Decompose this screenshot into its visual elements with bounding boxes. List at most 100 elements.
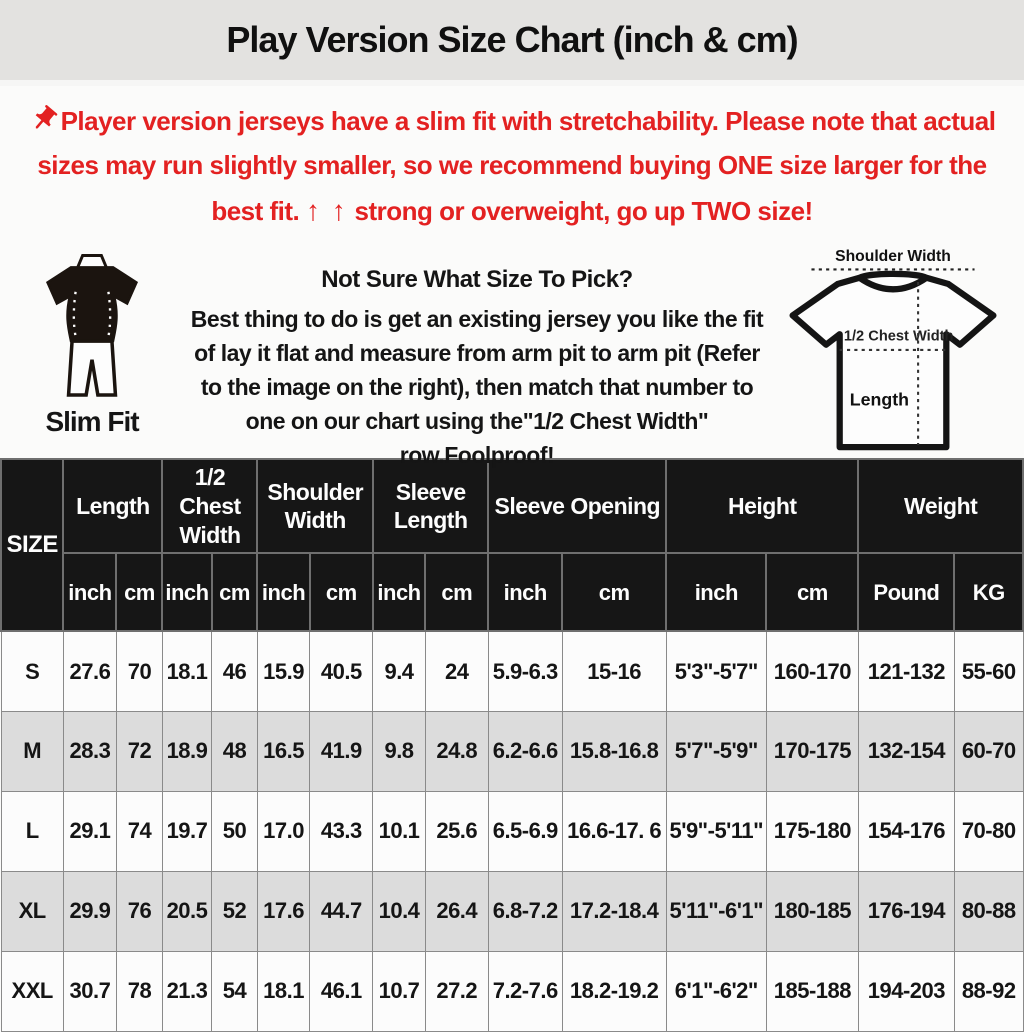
table-cell: 16.5 [256,710,311,792]
tshirt-diagram-icon: Shoulder Width 1/2 Chest Width Length [789,248,997,451]
table-cell: 70-80 [953,790,1024,872]
table-cell: 5.9-6.3 [487,630,563,712]
group-header-sleeve-opening: Sleeve Opening [487,458,668,555]
table-cell: 6.2-6.6 [487,710,563,792]
table-cell: 175-180 [765,790,859,872]
table-row-l: L 29.1 74 19.7 50 17.0 43.3 10.1 25.6 6.… [0,790,1024,872]
table-cell: 176-194 [857,870,955,952]
table-cell: 154-176 [857,790,955,872]
unit-header: Pound [857,552,956,633]
table-cell: 19.7 [161,790,213,872]
table-cell: 29.9 [62,870,117,952]
table-cell: 72 [115,710,163,792]
table-cell: 16.6-17. 6 [561,790,667,872]
table-cell: 88-92 [953,950,1024,1032]
group-header-half-chest-width: 1/2 Chest Width [161,458,259,555]
table-cell: 18.1 [161,630,213,712]
table-cell: 74 [115,790,163,872]
table-cell: 48 [211,710,258,792]
table-cell: 29.1 [62,790,117,872]
table-cell: 17.0 [256,790,311,872]
table-cell: 6.5-6.9 [487,790,563,872]
table-cell: 52 [211,870,258,952]
table-cell: 185-188 [765,950,859,1032]
table-cell: 21.3 [161,950,213,1032]
warning-note: Player version jerseys have a slim fit w… [0,86,1024,240]
table-cell: 76 [115,870,163,952]
table-row-xxl: XXL 30.7 78 21.3 54 18.1 46.1 10.7 27.2 … [0,950,1024,1032]
guide-body: Best thing to do is get an existing jers… [190,305,764,469]
table-cell: 18.2-19.2 [561,950,667,1032]
table-cell: 60-70 [953,710,1024,792]
size-cell: XL [0,870,64,952]
diagram-length-label: Length [850,390,909,410]
warning-text-2: strong or overweight, go up TWO size! [354,196,814,227]
group-header-length: Length [62,458,164,555]
unit-header: inch [487,552,563,633]
table-cell: 50 [211,790,258,872]
table-cell: 44.7 [309,870,374,952]
unit-header: cm [308,552,374,633]
table-cell: 5'3"-5'7" [665,630,767,712]
table-cell: 194-203 [857,950,955,1032]
unit-header: inch [665,552,768,633]
unit-header: cm [115,552,164,633]
size-cell: XXL [0,950,64,1032]
table-cell: 6'1"-6'2" [665,950,767,1032]
table-cell: 54 [211,950,258,1032]
up-arrows-icon: ↑ ↑ [306,195,348,227]
table-cell: 30.7 [62,950,117,1032]
pushpin-icon [29,104,59,134]
table-cell: 18.9 [161,710,213,792]
table-cell: 170-175 [765,710,859,792]
table-cell: 180-185 [765,870,859,952]
table-row-s: S 27.6 70 18.1 46 15.9 40.5 9.4 24 5.9-6… [0,630,1024,712]
unit-header: cm [210,552,259,633]
table-cell: 15.9 [256,630,311,712]
table-cell: 20.5 [161,870,213,952]
guide-heading: Not Sure What Size To Pick? [321,266,633,294]
table-cell: 27.2 [424,950,489,1032]
table-cell: 27.6 [62,630,117,712]
table-cell: 17.6 [256,870,311,952]
slim-fit-label: Slim Fit [45,406,139,438]
table-cell: 46 [211,630,258,712]
size-column-header: SIZE [0,458,65,633]
table-cell: 5'9"-5'11" [665,790,767,872]
unit-header: inch [161,552,213,633]
table-cell: 18.1 [256,950,311,1032]
table-cell: 55-60 [953,630,1024,712]
tshirt-measure-diagram: Shoulder Width 1/2 Chest Width Length [778,244,1016,463]
sizing-guide: Slim Fit Not Sure What Size To Pick? Bes… [0,240,1024,468]
table-cell: 5'11"-6'1" [665,870,767,952]
table-cell: 24.8 [424,710,489,792]
table-cell: 28.3 [62,710,117,792]
table-cell: 25.6 [424,790,489,872]
group-header-weight: Weight [857,458,1024,555]
unit-header: KG [953,552,1024,633]
table-cell: 121-132 [857,630,955,712]
unit-header: inch [371,552,427,633]
table-cell: 26.4 [424,870,489,952]
table-cell: 9.4 [372,630,426,712]
table-cell: 80-88 [953,870,1024,952]
group-header-height: Height [665,458,860,555]
table-cell: 10.7 [372,950,426,1032]
warning-text-1: Player version jerseys have a slim fit w… [37,106,996,227]
unit-header: cm [560,552,668,633]
table-cell: 7.2-7.6 [487,950,563,1032]
unit-header: inch [256,552,311,633]
table-cell: 24 [424,630,489,712]
group-header-sleeve-length: Sleeve Length [371,458,490,555]
page-title: Play Version Size Chart (inch & cm) [226,19,798,60]
table-cell: 43.3 [309,790,374,872]
group-header-shoulder-width: Shoulder Width [256,458,374,555]
table-cell: 6.8-7.2 [487,870,563,952]
table-cell: 15.8-16.8 [561,710,667,792]
diagram-chest-width-label: 1/2 Chest Width [844,329,954,345]
guide-text: Not Sure What Size To Pick? Best thing t… [176,244,778,472]
slim-fit-icon [45,254,139,398]
table-cell: 10.4 [372,870,426,952]
table-cell: 160-170 [765,630,859,712]
slim-fit-figure: Slim Fit [8,244,176,438]
